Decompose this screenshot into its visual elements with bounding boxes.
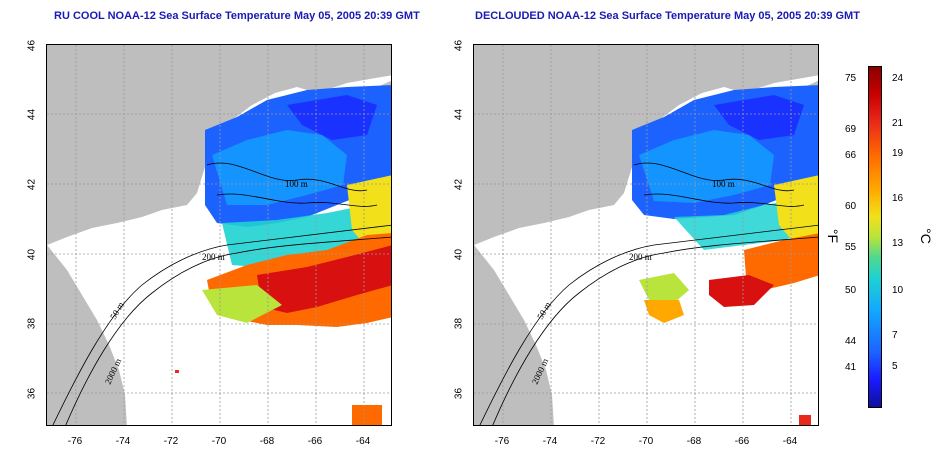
right-x-tick-74: -74 — [542, 436, 558, 447]
right-y-tick-44: 44 — [453, 108, 465, 121]
cb-f-69: 69 — [845, 124, 857, 135]
right-y-tick-36: 36 — [453, 387, 465, 400]
left-y-tick-46: 46 — [26, 39, 38, 52]
left-x-tick-64: -64 — [355, 436, 371, 447]
sst-gulfstream-hot — [257, 245, 391, 313]
contour-label-100: 100 m — [285, 179, 308, 189]
left-x-tick-70: -70 — [211, 436, 227, 447]
right-x-tick-70: -70 — [638, 436, 654, 447]
right-y-tick-38: 38 — [453, 317, 465, 330]
sst-yellow-band — [202, 285, 282, 323]
lat-lon-grid — [474, 45, 818, 425]
right-x-tick-68: -68 — [686, 436, 702, 447]
sst-cold-deep — [287, 95, 377, 140]
cb-f-66: 66 — [845, 150, 857, 161]
sst-green-patch — [639, 273, 689, 303]
cb-c-16: 16 — [892, 193, 904, 204]
contour-label-50: 50 m — [108, 300, 126, 321]
cb-c-10: 10 — [892, 285, 904, 296]
sst-patch — [352, 405, 382, 425]
right-y-tick-42: 42 — [453, 178, 465, 191]
cb-c-21: 21 — [892, 118, 904, 129]
bathymetry-contours — [52, 162, 391, 425]
cb-f-41: 41 — [845, 362, 857, 373]
sst-gulfstream-hot — [709, 275, 774, 307]
contour-label-100: 100 m — [712, 179, 735, 189]
sst-gulfstream-patch — [744, 233, 818, 290]
left-y-tick-42: 42 — [26, 178, 38, 191]
right-x-tick-64: -64 — [782, 436, 798, 447]
left-y-tick-38: 38 — [26, 317, 38, 330]
left-x-tick-76: -76 — [67, 436, 83, 447]
right-panel-title: DECLOUDED NOAA-12 Sea Surface Temperatur… — [475, 10, 860, 22]
left-x-tick-68: -68 — [259, 436, 275, 447]
left-panel-title: RU COOL NOAA-12 Sea Surface Temperature … — [54, 10, 420, 22]
sst-cold-light — [212, 130, 347, 205]
cb-c-24: 24 — [892, 73, 904, 84]
right-map-panel: 200 m 100 m 50 m 2000 m — [473, 44, 819, 426]
right-x-tick-72: -72 — [590, 436, 606, 447]
celsius-unit-label: °C — [917, 228, 934, 244]
right-x-tick-76: -76 — [494, 436, 510, 447]
cb-f-60: 60 — [845, 201, 857, 212]
left-x-tick-72: -72 — [163, 436, 179, 447]
sst-warm-yellow — [774, 175, 818, 240]
contour-label-200: 200 m — [629, 252, 652, 262]
temperature-colorbar — [868, 66, 882, 408]
cb-c-19: 19 — [892, 148, 904, 159]
left-y-tick-40: 40 — [26, 248, 38, 261]
fahrenheit-unit-label: °F — [825, 228, 842, 244]
right-sst-map: 200 m 100 m 50 m 2000 m — [474, 45, 818, 425]
land-mass — [474, 45, 818, 245]
cb-f-44: 44 — [845, 336, 857, 347]
sst-warm-yellow — [347, 175, 391, 245]
left-y-tick-44: 44 — [26, 108, 38, 121]
right-y-tick-40: 40 — [453, 248, 465, 261]
sst-orange-patch — [644, 300, 684, 323]
land-coast-south — [47, 245, 127, 425]
bathymetry-contours — [479, 162, 818, 425]
left-x-tick-74: -74 — [115, 436, 131, 447]
right-x-tick-66: -66 — [734, 436, 750, 447]
left-x-tick-66: -66 — [307, 436, 323, 447]
cb-f-55: 55 — [845, 242, 857, 253]
left-sst-map: 200 m 100 m 50 m 2000 m — [47, 45, 391, 425]
lat-lon-grid — [47, 45, 391, 425]
cb-c-7: 7 — [892, 330, 898, 341]
cb-c-5: 5 — [892, 361, 898, 372]
cb-c-13: 13 — [892, 238, 904, 249]
cb-f-50: 50 — [845, 285, 857, 296]
contour-label-200: 200 m — [202, 252, 225, 262]
cb-f-75: 75 — [845, 73, 857, 84]
sst-patch — [799, 415, 811, 425]
contour-label-50: 50 m — [535, 300, 553, 321]
sst-patch — [175, 370, 179, 373]
right-y-tick-46: 46 — [453, 39, 465, 52]
left-y-tick-36: 36 — [26, 387, 38, 400]
left-map-panel: 200 m 100 m 50 m 2000 m — [46, 44, 392, 426]
sst-cold-deep — [714, 95, 804, 140]
land-mass — [47, 45, 391, 245]
land-coast-south — [474, 245, 554, 425]
sst-cold-light — [639, 130, 774, 203]
